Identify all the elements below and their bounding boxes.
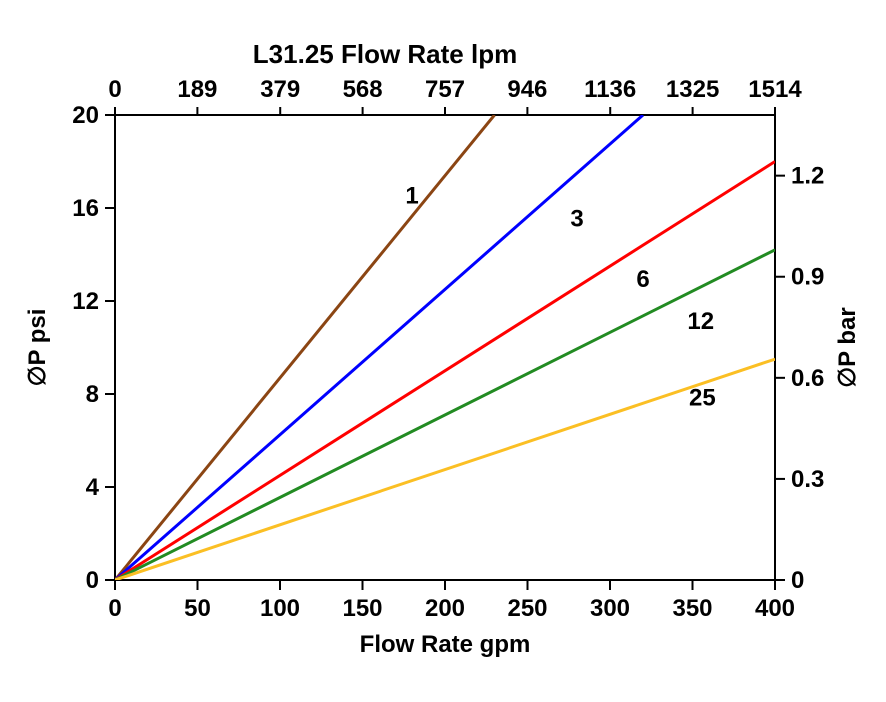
yl-tick-label: 16 (72, 195, 99, 222)
series-label-1: 1 (405, 182, 418, 209)
yr-tick-label: 1.2 (791, 163, 824, 190)
xt-tick-label: 189 (177, 76, 217, 103)
xt-tick-label: 0 (108, 76, 121, 103)
yl-tick-label: 12 (72, 288, 99, 315)
x-axis-label: Flow Rate gpm (360, 631, 531, 658)
yl-tick-label: 0 (86, 567, 99, 594)
series-label-6: 6 (636, 266, 649, 293)
xb-tick-label: 100 (260, 595, 300, 622)
yl-tick-label: 4 (86, 474, 100, 501)
xt-tick-label: 946 (507, 76, 547, 103)
xb-tick-label: 300 (590, 595, 630, 622)
xt-tick-label: 1136 (584, 76, 636, 103)
xb-tick-label: 200 (425, 595, 465, 622)
xb-tick-label: 50 (184, 595, 211, 622)
yl-tick-label: 20 (72, 102, 99, 129)
yr-tick-label: 0.9 (791, 264, 824, 291)
xb-tick-label: 250 (507, 595, 547, 622)
xt-tick-label: 1325 (666, 76, 719, 103)
xb-tick-label: 150 (342, 595, 382, 622)
xb-tick-label: 400 (755, 595, 795, 622)
series-label-25: 25 (689, 385, 716, 412)
xb-tick-label: 0 (108, 595, 121, 622)
yr-tick-label: 0.6 (791, 365, 824, 392)
chart-title: L31.25 Flow Rate lpm (253, 39, 517, 69)
yr-tick-label: 0 (791, 567, 804, 594)
xt-tick-label: 1514 (748, 76, 802, 103)
flow-rate-chart: 1361225050100150200250300350400018937956… (0, 0, 886, 702)
yr-tick-label: 0.3 (791, 466, 824, 493)
yl-tick-label: 8 (86, 381, 99, 408)
series-label-3: 3 (570, 206, 583, 233)
chart-container: 1361225050100150200250300350400018937956… (0, 0, 886, 702)
y-right-axis-label: ∅P bar (834, 307, 861, 388)
y-left-axis-label: ∅P psi (24, 309, 51, 387)
xt-tick-label: 379 (260, 76, 300, 103)
xb-tick-label: 350 (672, 595, 712, 622)
xt-tick-label: 757 (425, 76, 465, 103)
series-label-12: 12 (687, 308, 714, 335)
xt-tick-label: 568 (343, 76, 383, 103)
